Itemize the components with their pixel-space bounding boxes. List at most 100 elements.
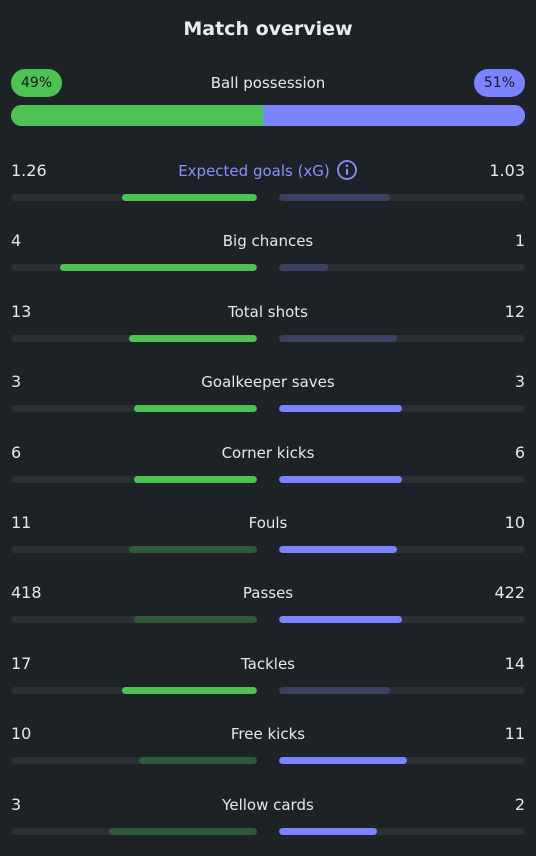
away-bar-fill [279,405,402,412]
home-value: 6 [11,443,22,462]
stat-label: Corner kicks [11,441,525,465]
stat-label-text: Expected goals (xG) [178,162,330,180]
away-bar-track [279,616,525,623]
stat-label-text: Tackles [240,655,296,673]
home-bar-fill [109,828,257,835]
away-value: 2 [514,795,525,814]
stat-label: Big chances [11,229,525,253]
home-value: 3 [11,372,22,391]
away-value: 1.03 [489,161,525,180]
away-bar-fill [279,264,328,271]
away-bar-track [279,828,525,835]
home-bar-track [11,264,257,271]
stat-row-tackles: 17 Tackles 14 [11,652,525,698]
stat-row-total-shots: 13 Total shots 12 [11,300,525,346]
away-bar-track [279,194,525,201]
home-bar-fill [134,616,257,623]
stat-row-yellow-cards: 3 Yellow cards 2 [11,793,525,839]
home-bar-track [11,687,257,694]
away-bar-fill [279,828,377,835]
away-value: 6 [514,443,525,462]
stat-label-text: Corner kicks [221,444,315,462]
stat-row-free-kicks: 10 Free kicks 11 [11,722,525,768]
stat-label-text: Yellow cards [222,796,314,814]
away-possession-badge: 51% [473,69,525,97]
away-value: 422 [494,583,525,602]
away-bar-fill [279,757,407,764]
stat-label: Tackles [11,652,525,676]
home-value: 1.26 [11,161,47,180]
home-bar-track [11,616,257,623]
away-value: 11 [504,724,525,743]
stat-label: Total shots [11,300,525,324]
home-value: 4 [11,231,22,250]
stat-row-goalkeeper-saves: 3 Goalkeeper saves 3 [11,370,525,416]
away-value: 12 [504,302,525,321]
home-bar-fill [129,335,257,342]
away-bar-track [279,687,525,694]
away-bar-track [279,335,525,342]
home-bar-fill [122,194,257,201]
away-bar-fill [279,335,397,342]
home-value: 11 [11,513,32,532]
away-value: 1 [514,231,525,250]
home-value: 3 [11,795,22,814]
possession-home-fill [11,105,263,126]
possession-row: Ball possession 49% 51% [11,69,525,97]
stat-row-expected-goals-xg: 1.26 Expected goals (xG) 1.03 [11,159,525,205]
away-bar-track [279,546,525,553]
stat-label: Free kicks [11,722,525,746]
home-value: 10 [11,724,32,743]
possession-bar [11,105,525,126]
home-possession-badge: 49% [11,69,63,97]
away-bar-fill [279,476,402,483]
away-bar-track [279,405,525,412]
home-bar-fill [134,476,257,483]
away-bar-fill [279,194,390,201]
away-bar-track [279,476,525,483]
home-bar-track [11,405,257,412]
stat-label: Goalkeeper saves [11,370,525,394]
stat-label[interactable]: Expected goals (xG) [11,159,525,183]
home-bar-fill [134,405,257,412]
home-bar-fill [139,757,257,764]
stat-label: Yellow cards [11,793,525,817]
away-bar-track [279,264,525,271]
info-icon[interactable] [336,159,358,181]
away-value: 14 [504,654,525,673]
stat-label-text: Fouls [248,514,288,532]
stat-label-text: Goalkeeper saves [201,373,335,391]
stat-label-text: Big chances [222,232,314,250]
home-bar-track [11,828,257,835]
stat-label: Passes [11,581,525,605]
home-bar-track [11,476,257,483]
home-value: 418 [11,583,42,602]
home-value: 17 [11,654,32,673]
stat-row-corner-kicks: 6 Corner kicks 6 [11,441,525,487]
away-value: 3 [514,372,525,391]
panel-title: Match overview [183,18,353,40]
stat-label-text: Passes [242,584,294,602]
away-bar-fill [279,546,397,553]
home-bar-fill [129,546,257,553]
stat-row-fouls: 11 Fouls 10 [11,511,525,557]
stat-row-big-chances: 4 Big chances 1 [11,229,525,275]
home-bar-track [11,335,257,342]
possession-away-fill [263,105,525,126]
home-bar-fill [60,264,257,271]
home-bar-fill [122,687,257,694]
stat-row-passes: 418 Passes 422 [11,581,525,627]
stat-label: Fouls [11,511,525,535]
away-bar-fill [279,616,402,623]
away-value: 10 [504,513,525,532]
away-bar-fill [279,687,390,694]
stat-label-text: Free kicks [230,725,306,743]
home-bar-track [11,757,257,764]
home-bar-track [11,546,257,553]
home-bar-track [11,194,257,201]
home-value: 13 [11,302,32,321]
stat-label-text: Total shots [228,303,308,321]
away-bar-track [279,757,525,764]
possession-label: Ball possession [210,74,326,92]
